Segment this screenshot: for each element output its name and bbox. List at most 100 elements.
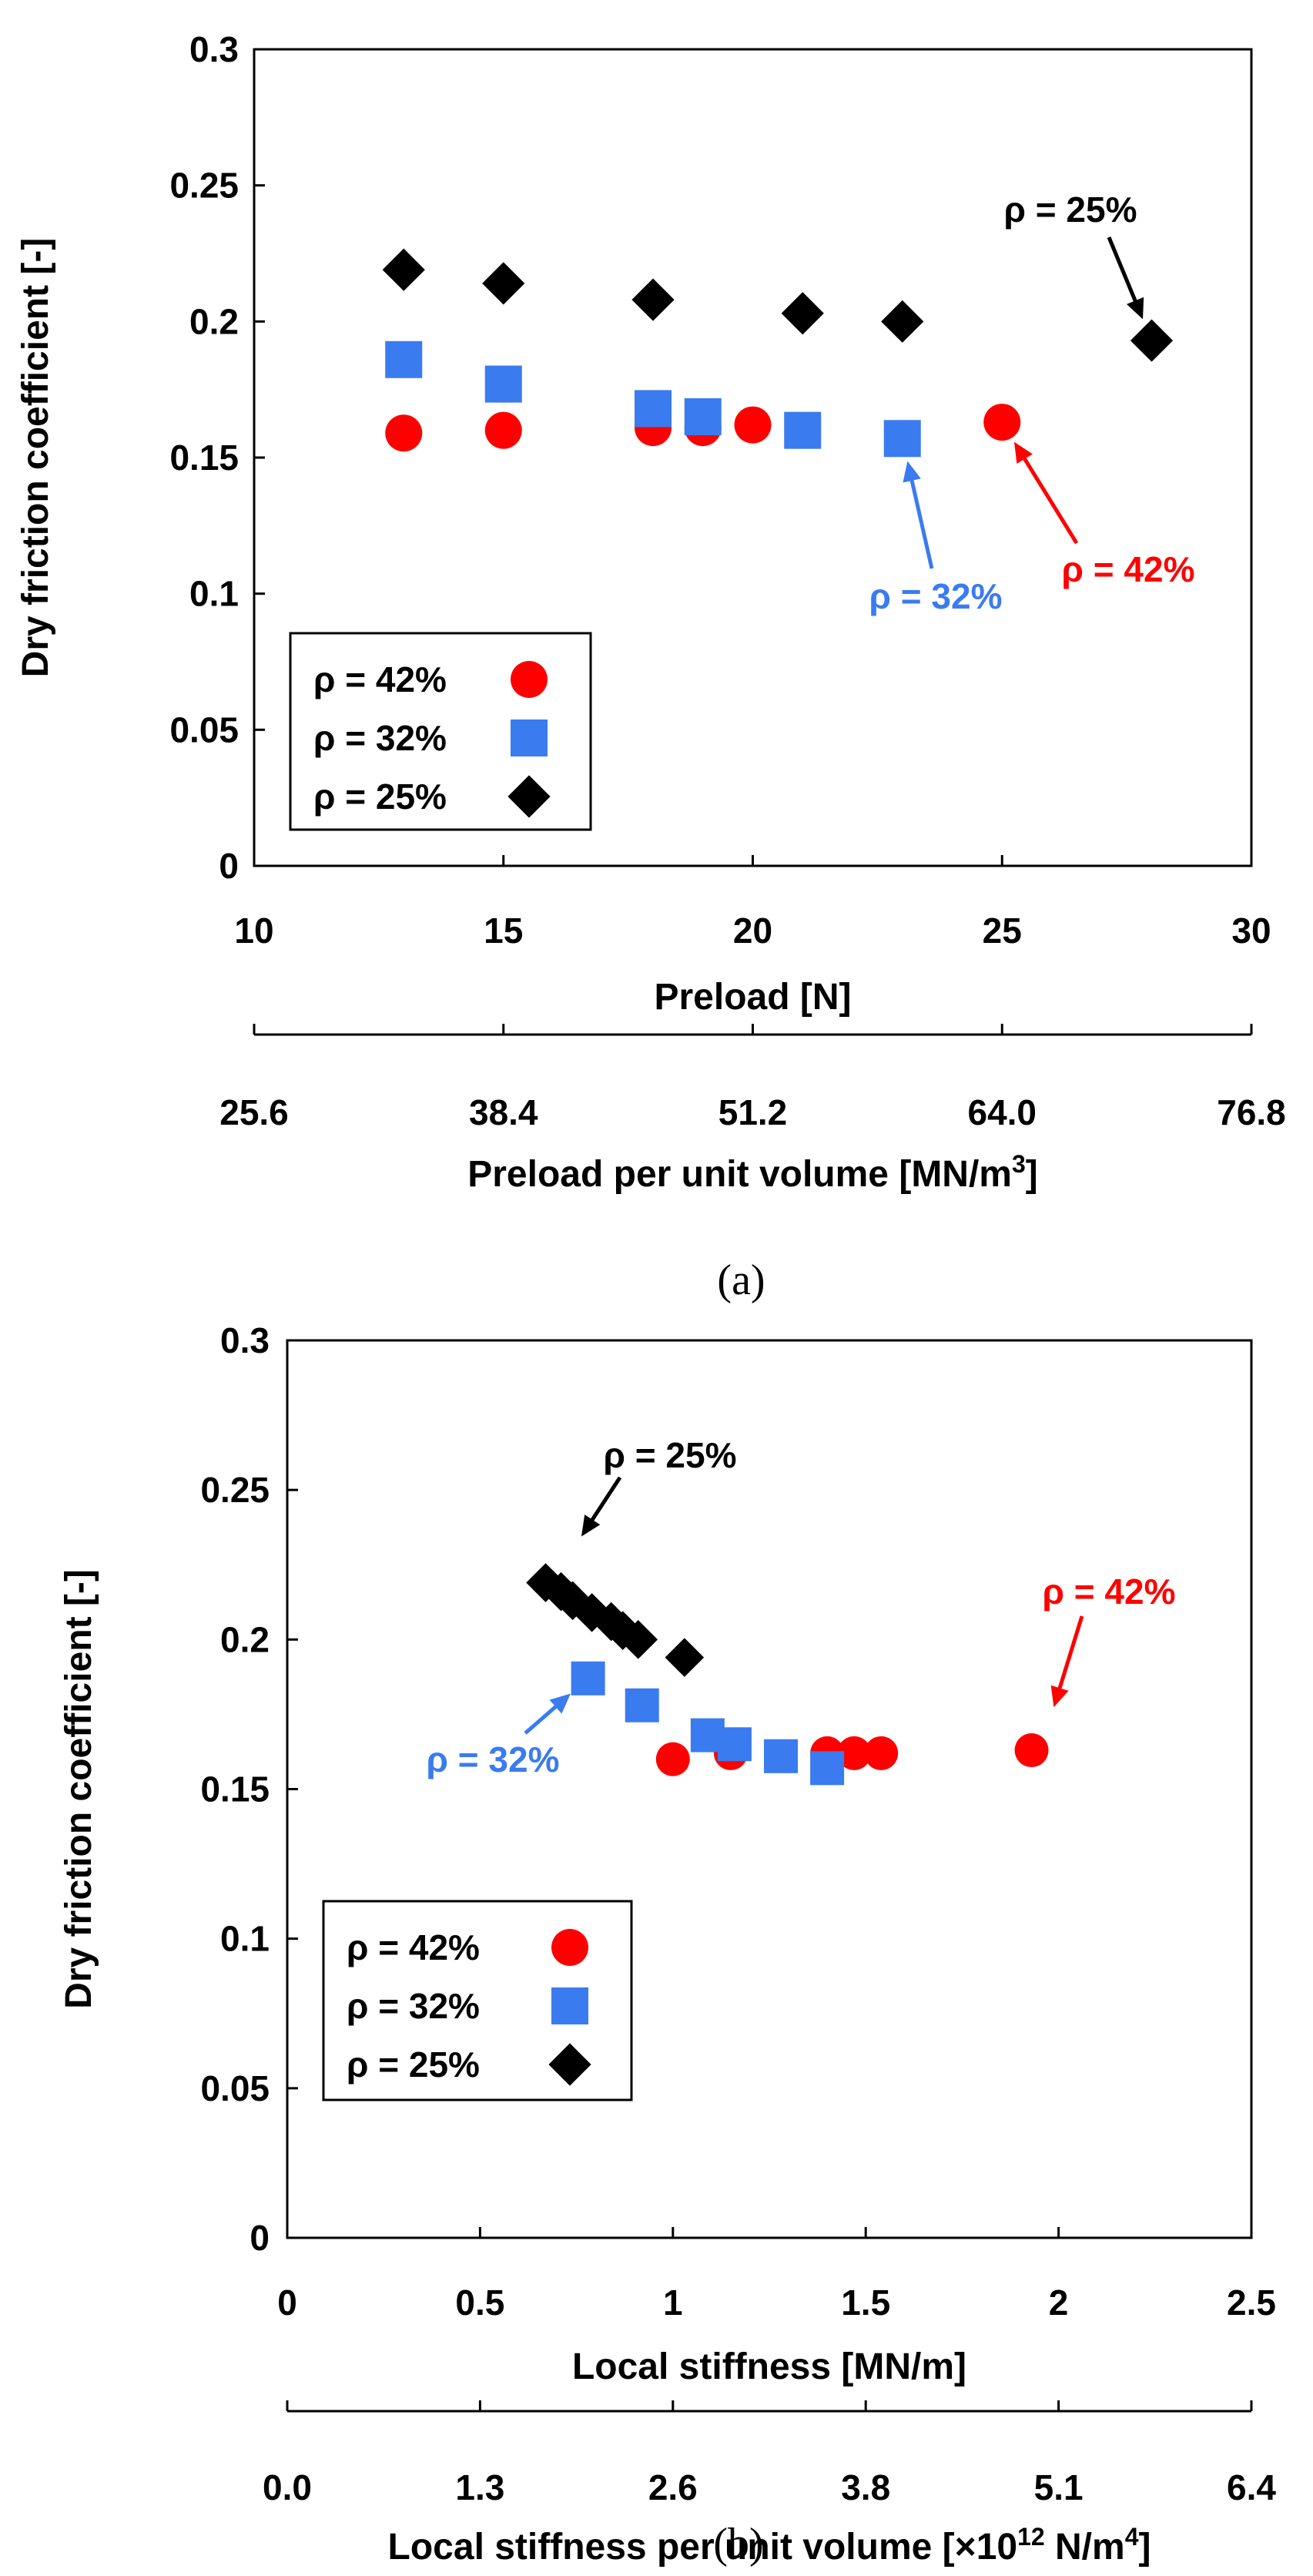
annotation-label: ρ = 42% [1043,1571,1176,1612]
series-32-percent [385,340,921,458]
y-tick-label: 0.05 [200,2068,270,2108]
data-point-square [625,1688,659,1722]
annotation-arrowhead [549,1693,571,1714]
y-axis-title: Dry friction coefficient [-] [59,1569,99,2009]
secondary-x-tick-label: 64.0 [967,1092,1037,1132]
data-point-square [684,398,722,435]
secondary-x-tick-label: 1.3 [455,2467,504,2507]
data-point-square [484,365,522,403]
annotation-arrowhead [1126,297,1144,320]
annotation-arrowhead [1013,441,1033,465]
plot-frame [286,1339,1253,2239]
y-tick-label: 0.25 [200,1470,270,1510]
y-tick-label: 0.3 [189,29,239,69]
legend-label: ρ = 25% [347,2044,480,2085]
legend: ρ = 42% ρ = 32% ρ = 25% [322,1900,633,2101]
data-point-diamond [1130,319,1174,362]
annotation-arrowhead [903,461,921,483]
legend-label: ρ = 32% [347,1986,480,2026]
legend-marker-diamond [548,2043,591,2086]
data-point-circle [1014,1733,1049,1768]
y-tick-label: 0.2 [189,301,239,341]
x-tick-label: 0 [277,2283,297,2323]
chart-panel-a: 10 15 20 25 30 0 0.05 0.1 0.15 0.2 0.25 0.3 Preload … [15,29,1286,1304]
secondary-x-tick-label: 3.8 [841,2467,890,2507]
y-tick-label: 0.25 [169,166,239,206]
secondary-x-tick-label: 51.2 [718,1092,788,1132]
x-tick-label: 1 [663,2283,683,2323]
secondary-x-tick-label: 0.0 [263,2467,312,2507]
series-42-percent [655,1733,1049,1776]
x-tick-label: 10 [234,911,273,951]
annotation-arrowhead [581,1514,601,1537]
legend-label: ρ = 42% [347,1927,480,1967]
y-tick-label: 0.05 [169,709,239,750]
x-tick-label: 2.5 [1227,2283,1276,2323]
data-point-diamond [382,248,425,291]
legend-marker-diamond [507,775,551,818]
series-32-percent [571,1661,845,1786]
y-tick-label: 0.1 [220,1919,270,1959]
annotation-arrow [587,1476,622,1526]
secondary-x-tick-label: 38.4 [469,1092,538,1132]
secondary-axis-title: Local stiffness per unit volume [×1012 N… [388,2523,1151,2568]
y-axis-title: Dry friction coefficient [-] [15,238,56,678]
annotation-arrowhead [1050,1685,1069,1708]
secondary-axis-title: Preload per unit volume [MN/m3] [467,1150,1038,1195]
y-tick-label: 0 [219,846,239,886]
annotation-label: ρ = 25% [1004,190,1137,230]
data-point-diamond [665,1638,705,1677]
annotation-label: ρ = 32% [427,1739,560,1779]
y-tick-label: 0.3 [220,1320,270,1360]
data-point-diamond [591,1602,631,1642]
data-point-square [810,1751,845,1786]
data-point-circle [734,406,772,444]
secondary-x-tick-label: 76.8 [1217,1092,1286,1132]
data-point-circle [655,1742,690,1776]
data-point-square [717,1727,752,1762]
x-tick-label: 20 [733,911,772,951]
data-point-square [635,390,672,428]
annotation-arrow [1107,236,1140,307]
legend-marker-square [511,719,548,756]
legend-label: ρ = 25% [313,776,447,817]
annotation-label: ρ = 32% [869,576,1003,616]
x-tick-label: 15 [484,911,523,951]
y-tick-label: 0.15 [200,1769,270,1810]
data-point-square [571,1661,605,1696]
data-point-diamond [603,1611,642,1650]
data-point-square [883,420,921,458]
legend-marker-circle [551,1929,588,1966]
legend-label: ρ = 42% [313,659,447,699]
data-point-diamond [482,262,525,305]
data-point-diamond [618,1620,658,1659]
y-tick-label: 0.15 [169,438,239,478]
data-point-square [764,1739,799,1773]
data-point-circle [385,414,423,452]
data-point-diamond [541,1571,581,1612]
y-tick-label: 0.2 [220,1619,270,1659]
annotation-arrow [908,474,934,569]
x-axis-title: Local stiffness [MN/m] [572,2346,966,2387]
secondary-x-tick-label: 5.1 [1034,2467,1084,2507]
legend-marker-square [551,1987,588,2024]
data-point-square [385,340,423,378]
data-point-circle [864,1736,899,1770]
x-tick-label: 0.5 [455,2283,504,2323]
chart-panel-b: 0 0.5 1 1.5 2 2.5 0 0.05 0.1 0.15 0.2 0.25 0.3 Local … [59,1320,1276,2568]
data-point-diamond [526,1563,565,1602]
legend: ρ = 42% ρ = 32% ρ = 25% [289,632,592,831]
annotation-arrow [524,1701,562,1735]
series-25-percent [526,1563,705,1677]
series-25-percent [382,248,1174,362]
annotation-label: ρ = 25% [604,1435,737,1475]
annotation-label: ρ = 42% [1062,549,1195,589]
secondary-x-tick-label: 25.6 [219,1092,289,1132]
x-tick-label: 1.5 [841,2283,890,2323]
legend-label: ρ = 32% [313,718,447,758]
data-point-square [784,411,822,449]
annotation-arrow [1056,1615,1084,1695]
x-tick-label: 25 [983,911,1022,951]
x-tick-label: 30 [1231,911,1271,951]
